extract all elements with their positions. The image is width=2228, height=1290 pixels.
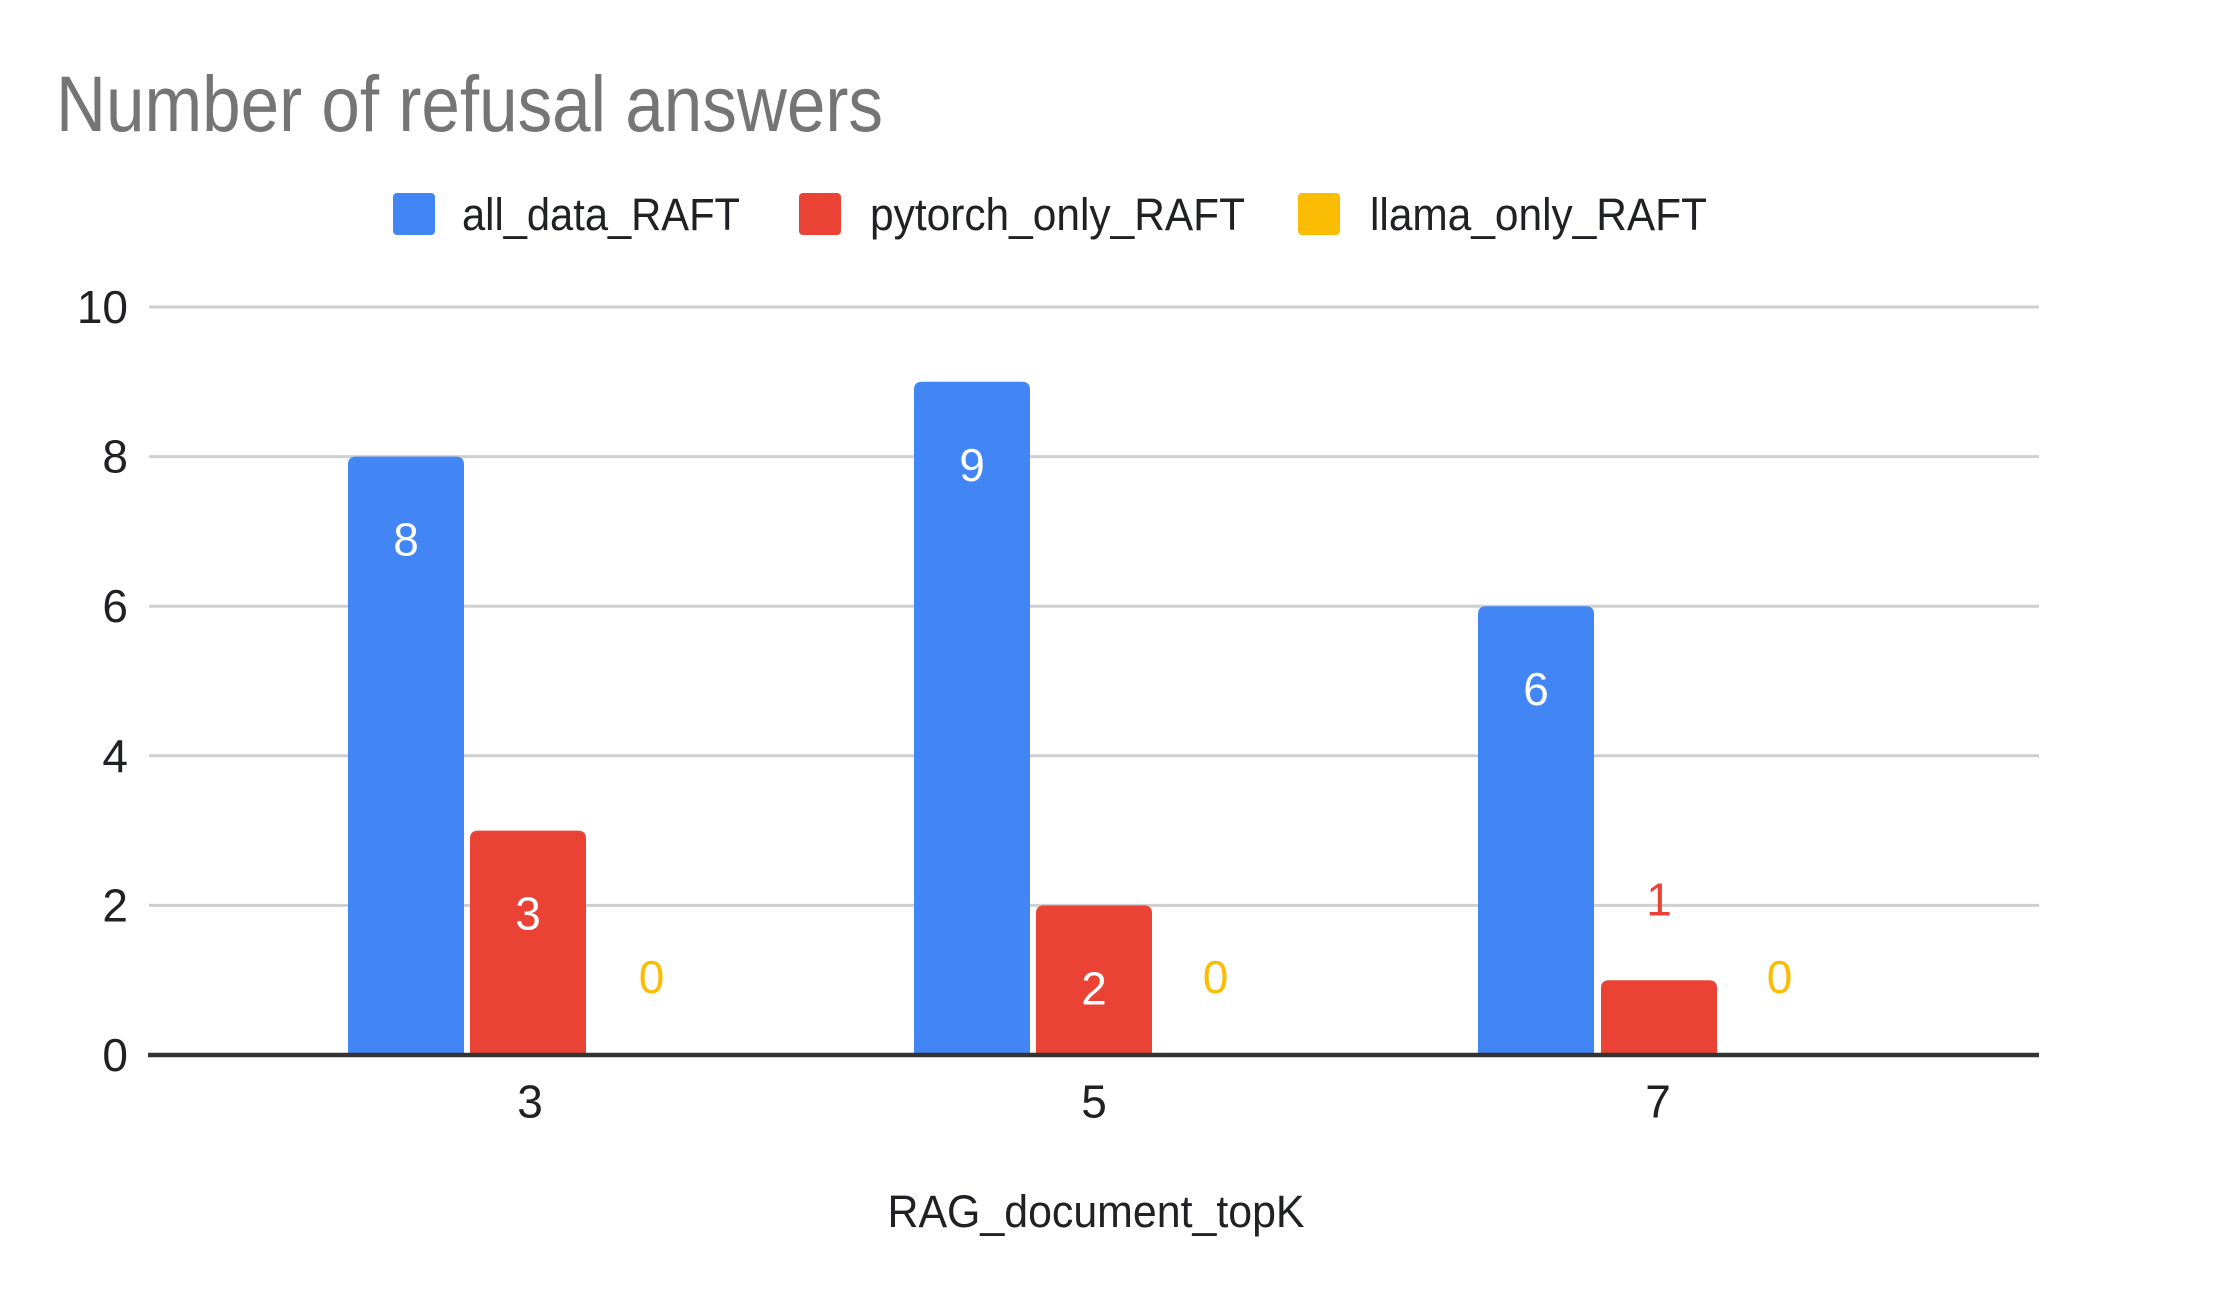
svg-text:9: 9 [959, 439, 985, 491]
svg-text:5: 5 [1081, 1076, 1107, 1128]
svg-text:7: 7 [1645, 1076, 1671, 1128]
svg-text:3: 3 [517, 1076, 543, 1128]
svg-text:6: 6 [102, 580, 128, 632]
svg-text:8: 8 [393, 514, 419, 566]
svg-text:0: 0 [102, 1029, 128, 1081]
svg-text:0: 0 [1203, 951, 1229, 1003]
svg-text:RAG_document_topK: RAG_document_topK [888, 1186, 1305, 1237]
svg-text:2: 2 [1081, 962, 1107, 1014]
svg-text:0: 0 [1767, 951, 1793, 1003]
svg-text:pytorch_only_RAFT: pytorch_only_RAFT [870, 189, 1245, 240]
svg-text:10: 10 [77, 281, 128, 333]
svg-text:Number of refusal answers: Number of refusal answers [56, 59, 883, 148]
svg-text:llama_only_RAFT: llama_only_RAFT [1370, 189, 1707, 240]
svg-text:2: 2 [102, 879, 128, 931]
svg-text:all_data_RAFT: all_data_RAFT [462, 189, 740, 240]
svg-text:4: 4 [102, 730, 128, 782]
svg-text:0: 0 [639, 951, 665, 1003]
svg-text:1: 1 [1646, 874, 1672, 926]
svg-text:3: 3 [515, 888, 541, 940]
svg-text:8: 8 [102, 431, 128, 483]
svg-text:6: 6 [1523, 663, 1549, 715]
